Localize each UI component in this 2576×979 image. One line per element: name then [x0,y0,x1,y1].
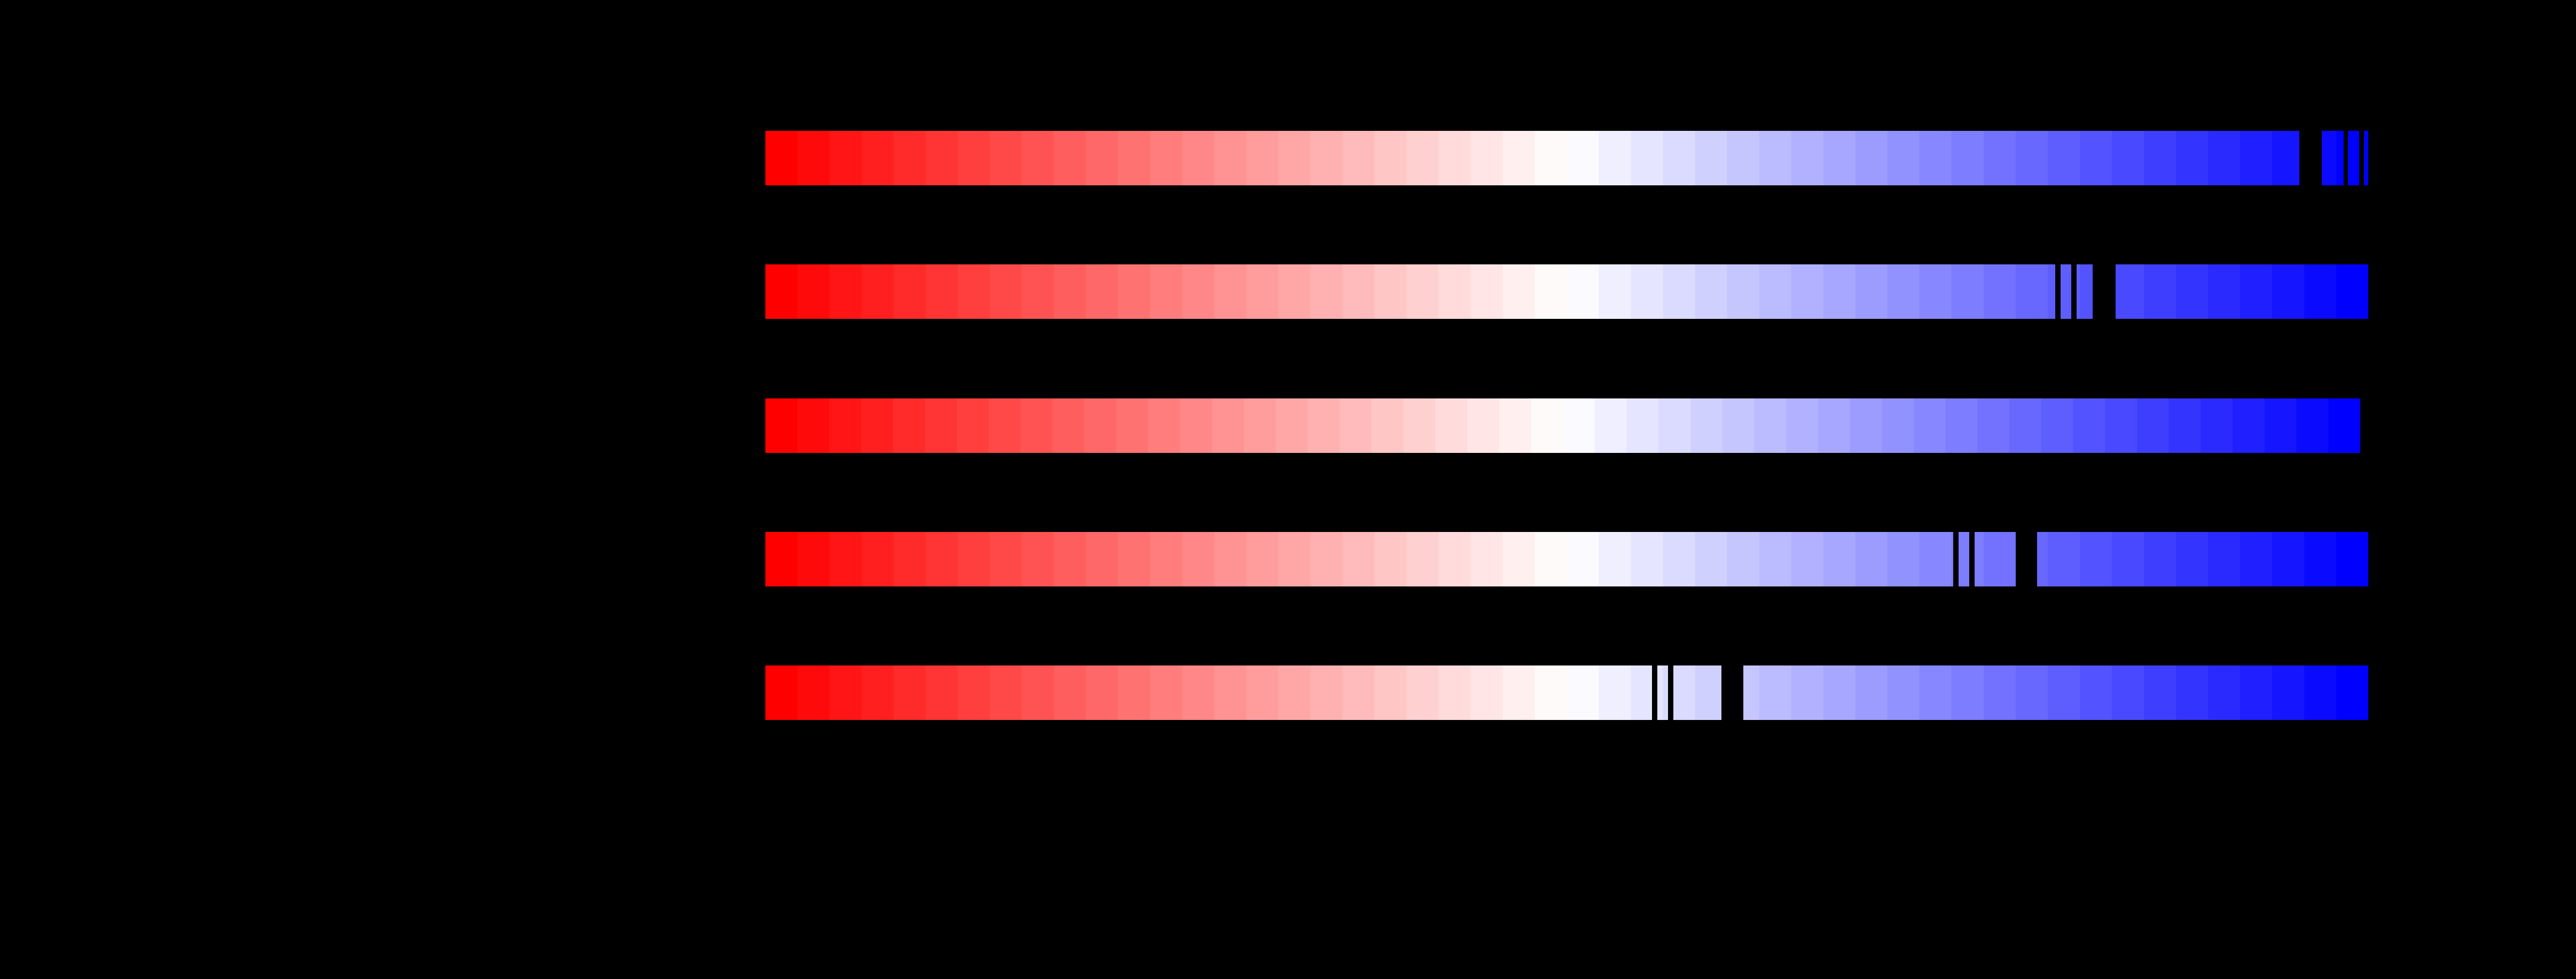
gradient-bar-track-3 [765,398,2360,453]
gradient-bar-track-2 [765,264,2368,319]
gap-mark [1721,665,1743,720]
tick-mark [1969,532,1975,586]
tick-mark [1668,665,1673,720]
tick-mark [2071,264,2077,319]
tick-mark [2344,131,2348,185]
gap-mark [2093,264,2116,319]
tick-mark [2055,264,2061,319]
tick-mark [1652,665,1657,720]
gradient-bar-track-5 [765,665,2368,720]
gap-mark [2016,532,2037,586]
gradient-bar-track-1 [765,131,2368,185]
tick-mark [1953,532,1959,586]
gap-mark [2299,131,2322,185]
tick-mark [2359,131,2364,185]
gradient-bar-track-4 [765,532,2368,586]
